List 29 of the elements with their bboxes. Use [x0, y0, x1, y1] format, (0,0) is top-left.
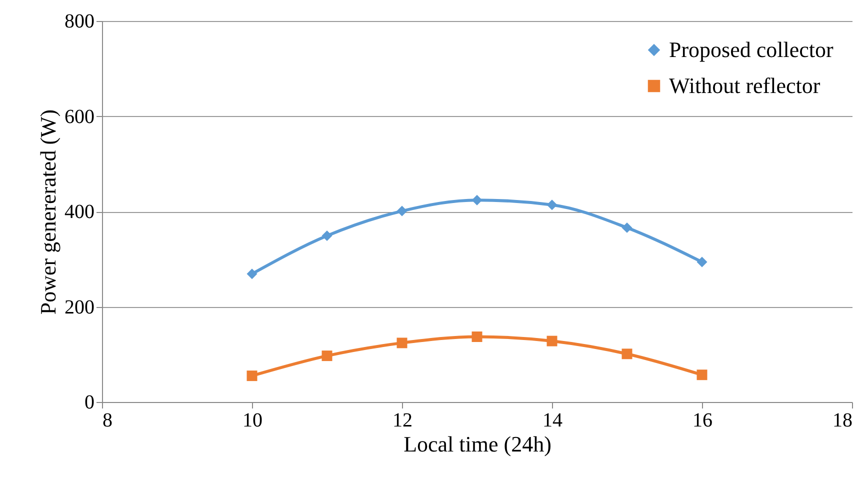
point [696, 370, 708, 380]
y-tick-label: 0 [84, 392, 94, 414]
point [396, 338, 408, 348]
point [472, 194, 482, 206]
point [622, 222, 632, 233]
point [246, 268, 258, 280]
x-tick-label: 14 [542, 410, 562, 432]
y-tick-label: 200 [64, 296, 94, 318]
x-tick-label: 8 [102, 410, 112, 432]
legend-label: Without reflector [669, 73, 821, 98]
point [322, 350, 332, 362]
y-axis-title: Power genererated (W) [36, 109, 60, 315]
x-tick-label: 12 [392, 410, 412, 432]
point [322, 230, 332, 242]
legend-label: Proposed collector [669, 37, 834, 62]
point [472, 332, 482, 342]
y-tick-label: 800 [64, 10, 94, 32]
y-tick-label: 400 [64, 201, 94, 223]
point [696, 256, 708, 268]
x-tick-label: 10 [242, 410, 262, 432]
point [546, 336, 558, 346]
y-tick-label: 600 [64, 106, 94, 128]
x-tick-label: 16 [692, 410, 712, 432]
x-axis-title: Local time (24h) [404, 432, 552, 456]
point [396, 206, 408, 216]
point [546, 200, 558, 210]
point [246, 370, 258, 382]
x-tick-label: 18 [832, 410, 852, 432]
point [622, 348, 632, 360]
